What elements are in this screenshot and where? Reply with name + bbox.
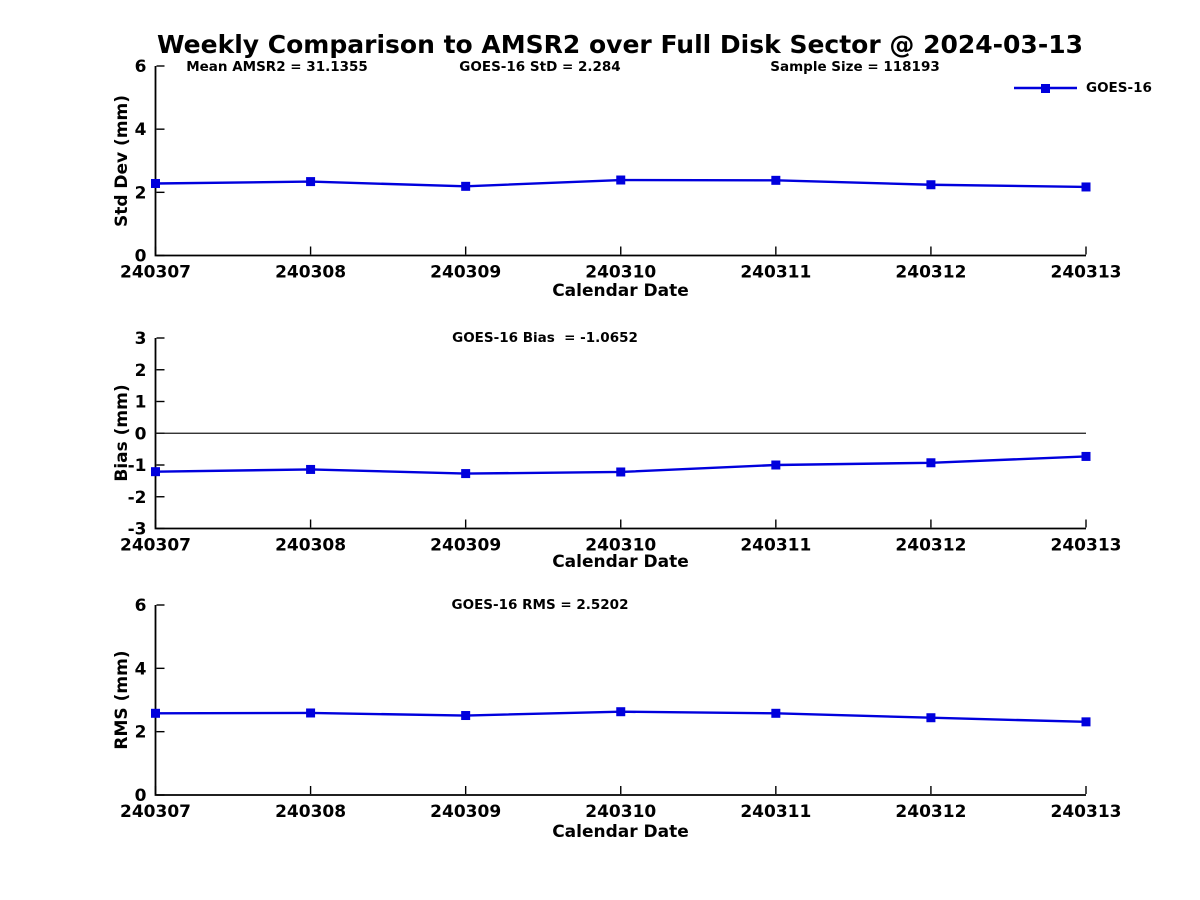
rms-xtick: 240308 (275, 802, 346, 822)
legend-marker-icon (1014, 84, 1077, 93)
std-dev-data-point (461, 181, 471, 191)
std-dev-ytick: 2 (135, 183, 147, 203)
std-dev-data-point (1081, 182, 1091, 192)
bias-ytick: -1 (128, 456, 147, 476)
std-dev-data-point (926, 180, 936, 190)
rms-panel-title: GOES-16 RMS = 2.5202 (451, 597, 629, 613)
legend-label: GOES-16 (1086, 80, 1152, 96)
bias-xtick: 240313 (1051, 536, 1122, 556)
bias-xtick: 240310 (585, 536, 656, 556)
rms-data-point (771, 708, 781, 718)
bias-xtick: 240308 (275, 536, 346, 556)
std-dev-xtick: 240310 (585, 263, 656, 283)
bias-xtick: 240312 (895, 536, 966, 556)
std-dev-data-point (771, 175, 781, 185)
bias-ytick: -3 (128, 520, 147, 540)
rms-data-point (306, 708, 316, 718)
bias-ytick: 3 (135, 329, 147, 349)
bias-x-axis-label: Calendar Date (552, 552, 689, 572)
rms-data-point (616, 707, 626, 717)
rms-xtick: 240312 (895, 802, 966, 822)
bias-data-point (1081, 451, 1091, 461)
bias-xtick: 240309 (430, 536, 501, 556)
std-dev-data-point (151, 178, 160, 188)
rms-xtick: 240313 (1051, 802, 1122, 822)
std-dev-xtick: 240311 (740, 263, 811, 283)
bias-ytick: -2 (128, 488, 147, 508)
std-dev-data-point (616, 175, 626, 185)
stat-mean-amsr2: Mean AMSR2 = 31.1355 (186, 59, 368, 75)
stddev-x-axis-label: Calendar Date (552, 281, 689, 301)
rms-ytick: 0 (135, 786, 147, 806)
bias-data-point (771, 460, 781, 470)
bias-ytick: 0 (135, 424, 147, 444)
bias-panel-title: GOES-16 Bias = -1.0652 (452, 330, 638, 346)
rms-ytick: 6 (135, 596, 147, 616)
figure-title: Weekly Comparison to AMSR2 over Full Dis… (156, 30, 1083, 59)
bias-data-point (306, 464, 316, 474)
rms-data-point (1081, 717, 1091, 727)
bias-data-point (616, 467, 626, 477)
bias-xtick: 240307 (120, 536, 191, 556)
stat-sample-size: Sample Size = 118193 (770, 59, 940, 75)
rms-xtick: 240307 (120, 802, 191, 822)
rms-xtick: 240309 (430, 802, 501, 822)
std-dev-xtick: 240308 (275, 263, 346, 283)
bias-data-point (926, 458, 936, 468)
std-dev-xtick: 240309 (430, 263, 501, 283)
rms-ytick: 2 (135, 723, 147, 743)
stat-goes16-std: GOES-16 StD = 2.284 (459, 59, 621, 75)
rms-plot: 0 2 4 6 240307 240308 240309 240310 240311 240312… (120, 596, 1121, 822)
rms-xtick: 240311 (740, 802, 811, 822)
rms-x-axis-label: Calendar Date (552, 822, 689, 842)
bias-data-point (151, 467, 160, 477)
bias-ytick: 2 (135, 361, 147, 381)
std-dev-ytick: 0 (135, 247, 147, 267)
bias-data-point (461, 469, 471, 479)
std-dev-xtick: 240312 (895, 263, 966, 283)
rms-data-point (926, 713, 936, 723)
std-dev-xtick: 240307 (120, 263, 191, 283)
std-dev-ytick: 6 (135, 57, 147, 77)
rms-ytick: 4 (135, 659, 147, 679)
rms-xtick: 240310 (585, 802, 656, 822)
legend: GOES-16 (1013, 79, 1152, 97)
bias-xtick: 240311 (740, 536, 811, 556)
std-dev-xtick: 240313 (1051, 263, 1122, 283)
std-dev-data-point (306, 177, 316, 187)
std-dev-ytick: 4 (135, 120, 147, 140)
rms-data-point (151, 708, 160, 718)
std-dev-plot: 0 2 4 6 240307 240308 240309 240310 240311 240312… (120, 57, 1121, 283)
rms-data-point (461, 711, 471, 721)
bias-ytick: 1 (135, 393, 147, 413)
